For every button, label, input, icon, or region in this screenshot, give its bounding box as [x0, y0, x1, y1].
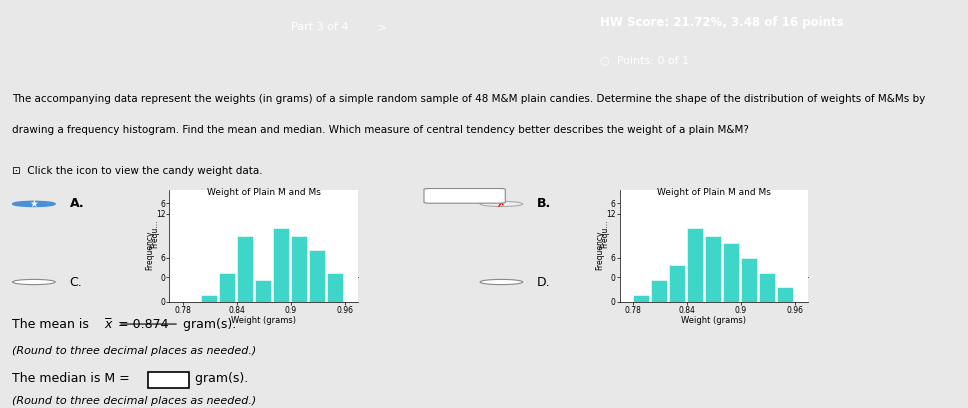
Circle shape: [480, 201, 523, 206]
Text: The median is M =: The median is M =: [12, 372, 134, 385]
Bar: [273, 228, 289, 302]
Bar: [309, 253, 325, 277]
Text: The accompanying data represent the weights (in grams) of a simple random sample: The accompanying data represent the weig…: [12, 93, 924, 104]
Bar: [290, 228, 307, 277]
Text: B.: B.: [537, 197, 552, 211]
Bar: [255, 280, 271, 302]
Bar: [759, 273, 775, 302]
Text: HW Score: 21.72%, 3.48 of 16 points: HW Score: 21.72%, 3.48 of 16 points: [600, 16, 844, 29]
Text: (Round to three decimal places as needed.): (Round to three decimal places as needed…: [12, 396, 256, 406]
Y-axis label: Frequ...: Frequ...: [150, 220, 159, 248]
Text: A.: A.: [70, 197, 84, 211]
Bar: [669, 253, 685, 277]
Text: •••: •••: [457, 191, 472, 200]
Bar: [326, 273, 343, 302]
Bar: [219, 265, 235, 277]
Bar: [273, 203, 289, 277]
Text: The mean is: The mean is: [12, 318, 93, 331]
Bar: [219, 273, 235, 302]
Y-axis label: Frequency: Frequency: [145, 230, 154, 270]
Text: (Round to three decimal places as needed.): (Round to three decimal places as needed…: [12, 346, 256, 356]
Text: ⊡  Click the icon to view the candy weight data.: ⊡ Click the icon to view the candy weigh…: [12, 166, 262, 176]
Bar: [326, 265, 343, 277]
Bar: [650, 265, 667, 277]
Text: D.: D.: [537, 275, 551, 288]
Circle shape: [13, 201, 55, 206]
Bar: [723, 203, 740, 277]
Bar: [687, 228, 703, 302]
Text: >: >: [378, 22, 387, 33]
Bar: [723, 243, 740, 302]
Bar: [705, 236, 721, 302]
Bar: [705, 215, 721, 277]
Text: ★: ★: [29, 199, 39, 209]
Bar: [255, 203, 271, 277]
Bar: [290, 236, 307, 302]
Text: = 0.874: = 0.874: [118, 318, 168, 331]
X-axis label: Weight (grams): Weight (grams): [681, 292, 746, 301]
Bar: [309, 251, 325, 302]
Title: Weight of Plain M and Ms: Weight of Plain M and Ms: [207, 188, 320, 197]
Text: ✗: ✗: [497, 199, 506, 209]
Text: gram(s).: gram(s).: [191, 372, 248, 385]
Bar: [650, 280, 667, 302]
Text: ○  Points: 0 of 1: ○ Points: 0 of 1: [600, 55, 689, 66]
FancyBboxPatch shape: [424, 188, 505, 203]
Bar: [633, 295, 650, 302]
Bar: [741, 215, 757, 277]
FancyBboxPatch shape: [148, 372, 189, 388]
Bar: [741, 258, 757, 302]
Bar: [669, 265, 685, 302]
Text: x̅: x̅: [105, 318, 112, 331]
Bar: [776, 287, 793, 302]
Bar: [237, 236, 253, 302]
Text: Part 3 of 4: Part 3 of 4: [290, 22, 348, 33]
Bar: [759, 228, 775, 277]
Title: Weight of Plain M and Ms: Weight of Plain M and Ms: [657, 188, 771, 197]
Bar: [201, 295, 217, 302]
Text: drawing a frequency histogram. Find the mean and median. Which measure of centra: drawing a frequency histogram. Find the …: [12, 125, 748, 135]
Text: C.: C.: [70, 275, 82, 288]
Y-axis label: Frequency: Frequency: [595, 230, 604, 270]
Y-axis label: Frequ...: Frequ...: [600, 220, 609, 248]
Text: gram(s).: gram(s).: [179, 318, 236, 331]
Bar: [776, 253, 793, 277]
Bar: [687, 228, 703, 277]
X-axis label: Weight (grams): Weight (grams): [681, 317, 746, 326]
X-axis label: Weight (grams): Weight (grams): [231, 317, 296, 326]
X-axis label: Weight (grams): Weight (grams): [231, 292, 296, 301]
Circle shape: [13, 279, 55, 285]
Bar: [237, 203, 253, 277]
Circle shape: [480, 279, 523, 285]
